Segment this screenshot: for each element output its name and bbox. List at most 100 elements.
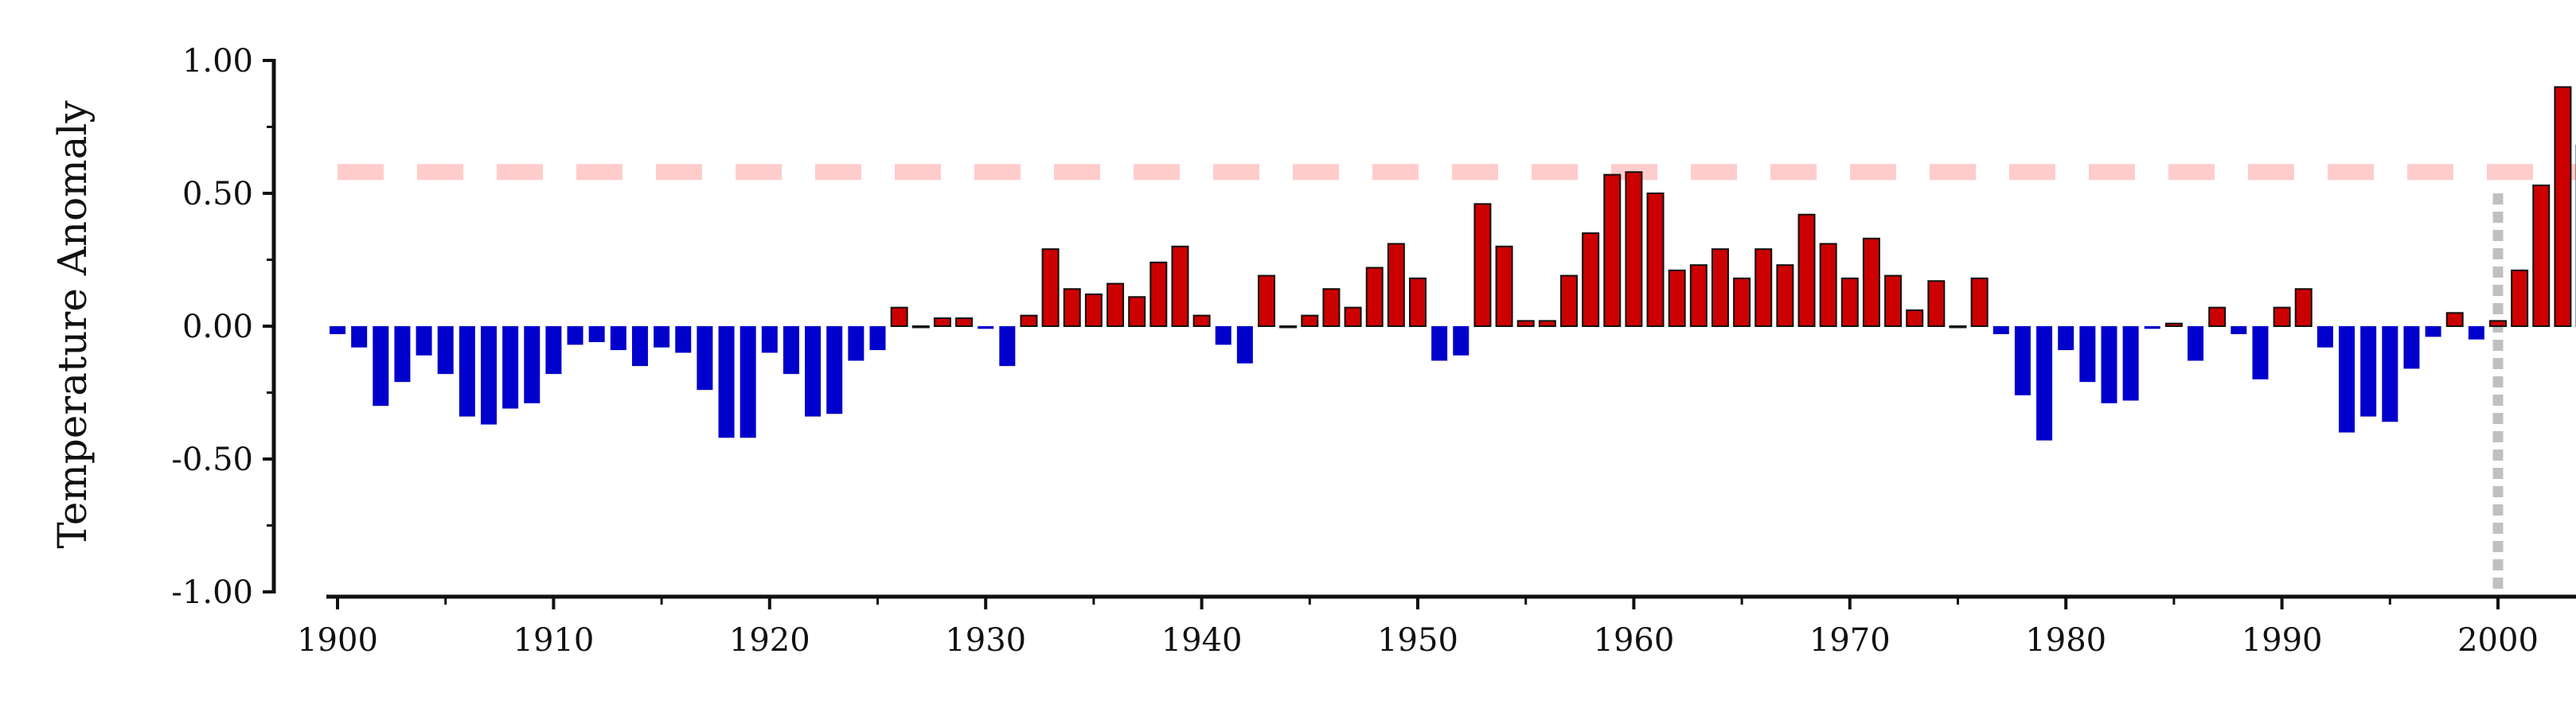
bar-1960	[1625, 171, 1643, 327]
bar-1959	[1603, 173, 1622, 327]
bar-1904	[416, 326, 432, 356]
bar-1900	[330, 326, 345, 335]
bar-1946	[1322, 288, 1341, 327]
bar-1915	[654, 326, 670, 348]
x-tick-label-2000: 2000	[2457, 622, 2539, 659]
bar-1968	[1797, 213, 1816, 327]
bar-1938	[1149, 261, 1168, 327]
bar-1931	[999, 326, 1016, 367]
bar-1970	[1840, 277, 1859, 328]
bar-1912	[588, 326, 605, 343]
bar-1922	[805, 326, 822, 417]
x-tick-label-1970: 1970	[1809, 622, 1891, 659]
bar-1987	[2208, 306, 2227, 327]
bar-1953	[1473, 203, 1492, 327]
bar-1902	[373, 326, 389, 407]
bar-1981	[2079, 326, 2096, 383]
bar-1972	[1884, 274, 1903, 328]
bar-1962	[1668, 269, 1686, 327]
bar-1917	[697, 326, 713, 391]
bar-1910	[545, 326, 562, 375]
bar-1926	[890, 306, 908, 327]
bar-1929	[955, 317, 974, 328]
bar-1919	[740, 326, 756, 438]
bar-1969	[1819, 243, 1837, 327]
bar-1914	[631, 326, 648, 367]
bar-1977	[1992, 326, 2009, 335]
x-tick-label-1930: 1930	[945, 622, 1026, 659]
bar-1911	[567, 326, 584, 345]
bar-1980	[2058, 326, 2074, 351]
x-tick-label-1920: 1920	[729, 622, 810, 659]
bar-2000	[2489, 320, 2507, 328]
bar-1907	[480, 326, 497, 425]
bar-1956	[1538, 320, 1556, 328]
bar-1994	[2360, 326, 2377, 417]
y-tick-label--1.00: -1.00	[171, 574, 253, 611]
bar-1928	[933, 317, 951, 328]
bar-1995	[2382, 326, 2398, 422]
bar-1950	[1409, 277, 1427, 328]
bar-1905	[437, 326, 454, 375]
x-tick-label-1980: 1980	[2025, 622, 2106, 659]
bar-1961	[1646, 193, 1665, 327]
bar-1908	[502, 326, 519, 409]
bar-1957	[1559, 274, 1578, 328]
x-tick-label-1950: 1950	[1377, 622, 1458, 659]
axes: -1.00 -0.50 0.00 0.50 1.00 1900 1910 1920 1930 19…	[171, 43, 2576, 659]
y-tick-label--0.50: -0.50	[171, 442, 253, 478]
bar-1940	[1192, 314, 1211, 328]
bar-1945	[1301, 314, 1319, 328]
bar-1991	[2294, 288, 2313, 327]
bar-1934	[1063, 288, 1081, 327]
bar-1988	[2231, 326, 2247, 335]
bar-1971	[1862, 237, 1880, 327]
x-tick-label-1900: 1900	[297, 622, 378, 659]
bar-1952	[1453, 326, 1469, 356]
bar-1955	[1516, 320, 1535, 328]
bar-1913	[610, 326, 626, 351]
bar-1927	[911, 325, 930, 329]
bar-series	[330, 86, 2576, 441]
bar-1979	[2036, 326, 2053, 441]
bar-1921	[783, 326, 799, 375]
bar-1976	[1970, 277, 1989, 328]
bar-1916	[675, 326, 692, 353]
bar-1951	[1431, 326, 1448, 361]
bar-1984	[2144, 326, 2160, 329]
bar-1993	[2339, 326, 2355, 433]
bar-1901	[351, 326, 368, 348]
bar-1975	[1949, 325, 1967, 329]
bar-1963	[1689, 264, 1708, 327]
bar-1943	[1258, 274, 1276, 328]
bar-1920	[761, 326, 778, 353]
bar-1997	[2425, 326, 2441, 337]
bar-1973	[1906, 309, 1924, 327]
bar-2003	[2554, 86, 2572, 328]
bar-1949	[1387, 243, 1405, 327]
bar-1930	[978, 326, 994, 329]
bar-2002	[2532, 184, 2551, 327]
reference-lines	[338, 164, 2576, 592]
bar-1986	[2188, 326, 2204, 361]
bar-1978	[2014, 326, 2031, 395]
bar-1944	[1279, 325, 1298, 329]
bar-1965	[1733, 277, 1751, 328]
bar-1966	[1754, 248, 1773, 328]
bar-1985	[2164, 322, 2183, 328]
bar-1924	[848, 326, 865, 361]
bar-1996	[2403, 326, 2420, 369]
y-tick-label-1.00: 1.00	[182, 43, 253, 80]
bar-1925	[869, 326, 886, 351]
bar-1954	[1495, 245, 1513, 327]
bar-1935	[1084, 293, 1103, 328]
bar-1937	[1128, 296, 1146, 328]
x-tick-label-1960: 1960	[1594, 622, 1675, 659]
bar-1903	[394, 326, 411, 383]
bar-1948	[1365, 267, 1384, 327]
bar-1992	[2316, 326, 2333, 348]
bar-1982	[2101, 326, 2117, 403]
bar-1983	[2122, 326, 2139, 401]
bar-1998	[2445, 312, 2464, 327]
